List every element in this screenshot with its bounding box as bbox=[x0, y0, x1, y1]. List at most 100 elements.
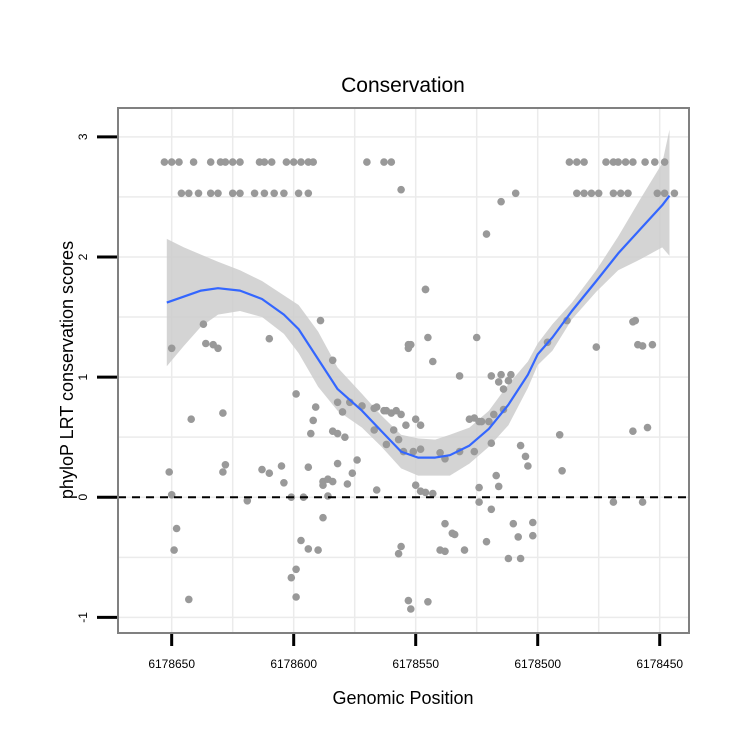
data-point bbox=[372, 486, 381, 494]
data-point bbox=[516, 554, 525, 563]
data-point bbox=[304, 189, 313, 198]
data-point bbox=[206, 189, 215, 198]
data-point bbox=[402, 421, 410, 430]
data-point bbox=[214, 189, 222, 198]
data-point bbox=[167, 491, 176, 499]
data-point bbox=[497, 197, 505, 206]
data-point bbox=[409, 447, 418, 456]
data-point bbox=[397, 542, 405, 551]
data-point bbox=[660, 189, 669, 198]
data-point bbox=[265, 469, 274, 478]
data-point bbox=[287, 573, 296, 582]
data-point bbox=[311, 403, 320, 411]
data-point bbox=[555, 431, 564, 439]
smooth-line bbox=[166, 195, 671, 459]
data-point bbox=[638, 498, 647, 506]
data-point bbox=[587, 189, 596, 198]
data-point bbox=[482, 230, 491, 238]
y-axis-label: phyloP LRT conservation scores bbox=[57, 241, 77, 499]
data-point bbox=[175, 158, 183, 166]
data-point bbox=[565, 158, 574, 166]
data-point bbox=[580, 189, 588, 198]
data-point bbox=[304, 545, 313, 553]
data-point bbox=[472, 333, 481, 342]
data-point bbox=[494, 378, 503, 386]
data-point bbox=[407, 605, 415, 613]
data-point bbox=[643, 423, 652, 432]
data-point bbox=[199, 320, 208, 329]
data-point bbox=[333, 459, 342, 468]
data-point bbox=[397, 185, 405, 194]
data-point bbox=[394, 435, 403, 444]
data-point bbox=[487, 505, 496, 514]
data-point bbox=[494, 482, 503, 491]
data-point bbox=[341, 433, 349, 442]
data-point bbox=[260, 189, 269, 198]
data-point bbox=[165, 468, 173, 476]
data-point bbox=[621, 158, 630, 166]
data-point bbox=[592, 343, 601, 351]
x-tick-label: 6178650 bbox=[148, 657, 195, 671]
data-point bbox=[294, 189, 303, 198]
data-point bbox=[580, 158, 588, 166]
data-point bbox=[289, 158, 298, 166]
data-point bbox=[236, 158, 244, 166]
data-point bbox=[504, 554, 513, 563]
data-point bbox=[641, 158, 649, 166]
data-point bbox=[214, 344, 222, 353]
data-point bbox=[421, 285, 430, 294]
data-point bbox=[521, 452, 530, 461]
data-point bbox=[421, 488, 430, 497]
data-point bbox=[411, 415, 420, 424]
data-point bbox=[363, 158, 371, 166]
data-point bbox=[221, 158, 230, 166]
data-point bbox=[470, 447, 479, 456]
data-point bbox=[404, 596, 413, 605]
data-point bbox=[380, 158, 388, 166]
data-point bbox=[475, 498, 483, 506]
data-point bbox=[394, 549, 403, 558]
data-point bbox=[185, 595, 193, 604]
data-point bbox=[441, 547, 449, 556]
data-point bbox=[482, 537, 491, 546]
data-point bbox=[309, 416, 318, 425]
data-point bbox=[343, 480, 352, 488]
data-point bbox=[616, 189, 625, 198]
data-point bbox=[614, 158, 622, 166]
data-point bbox=[297, 536, 305, 545]
data-point bbox=[297, 158, 305, 166]
x-tick-label: 6178600 bbox=[270, 657, 317, 671]
y-tick-label: -1 bbox=[76, 612, 90, 623]
data-point bbox=[492, 471, 501, 480]
data-point bbox=[206, 158, 215, 166]
data-point bbox=[280, 189, 288, 198]
data-point bbox=[194, 189, 203, 198]
data-point bbox=[333, 429, 342, 438]
data-point bbox=[648, 340, 657, 349]
data-point bbox=[416, 445, 425, 454]
data-point bbox=[573, 189, 581, 198]
data-point bbox=[260, 158, 269, 166]
data-point bbox=[507, 370, 515, 379]
plot-panel-border bbox=[117, 107, 690, 634]
data-point bbox=[324, 475, 332, 484]
data-point bbox=[511, 189, 520, 198]
data-point bbox=[477, 417, 486, 426]
y-tick-label: 1 bbox=[76, 373, 90, 380]
x-tick-label: 6178450 bbox=[636, 657, 683, 671]
data-point bbox=[558, 467, 566, 475]
data-point bbox=[338, 408, 347, 416]
data-point bbox=[609, 189, 618, 198]
data-point bbox=[328, 356, 337, 365]
data-point bbox=[497, 370, 505, 379]
data-point bbox=[499, 385, 508, 393]
y-tick-label: 0 bbox=[76, 494, 90, 501]
data-point bbox=[170, 546, 178, 554]
data-point bbox=[250, 189, 259, 198]
data-point bbox=[236, 189, 244, 198]
data-point bbox=[487, 439, 496, 448]
data-point bbox=[448, 529, 457, 538]
data-point bbox=[258, 465, 266, 474]
data-point bbox=[370, 404, 379, 413]
data-point bbox=[382, 440, 391, 449]
